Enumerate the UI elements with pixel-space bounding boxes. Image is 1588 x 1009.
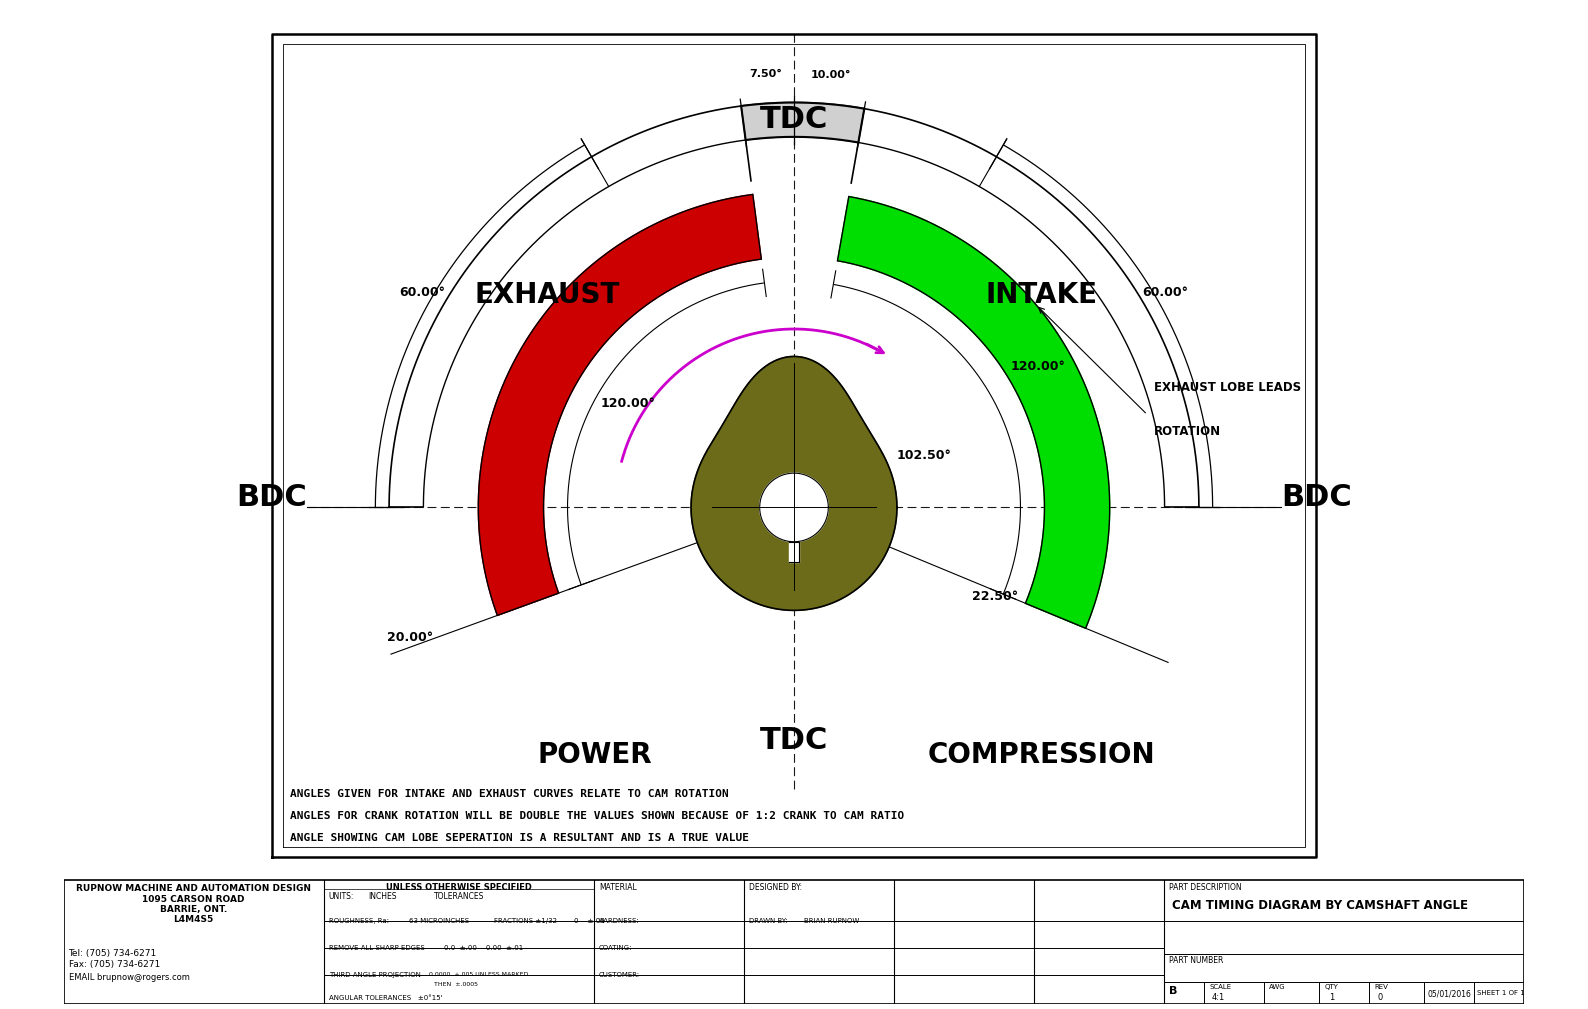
Text: 20.00°: 20.00° xyxy=(386,632,434,645)
Text: BDC: BDC xyxy=(237,482,306,512)
Text: SHEET 1 OF 1: SHEET 1 OF 1 xyxy=(1477,990,1524,996)
Text: INTAKE: INTAKE xyxy=(985,281,1097,309)
Text: 102.50°: 102.50° xyxy=(897,449,951,462)
Text: Fax: (705) 734-6271: Fax: (705) 734-6271 xyxy=(68,961,160,969)
Text: ANGULAR TOLERANCES   ±0°15': ANGULAR TOLERANCES ±0°15' xyxy=(329,995,441,1001)
Text: EMAIL brupnow@rogers.com: EMAIL brupnow@rogers.com xyxy=(68,974,189,982)
Text: 63 MICROINCHES: 63 MICROINCHES xyxy=(408,918,468,924)
Text: ANGLE SHOWING CAM LOBE SEPERATION IS A RESULTANT AND IS A TRUE VALUE: ANGLE SHOWING CAM LOBE SEPERATION IS A R… xyxy=(289,833,748,844)
Text: EXHAUST LOBE LEADS: EXHAUST LOBE LEADS xyxy=(1154,380,1302,394)
Text: ANGLES FOR CRANK ROTATION WILL BE DOUBLE THE VALUES SHOWN BECAUSE OF 1:2 CRANK T: ANGLES FOR CRANK ROTATION WILL BE DOUBLE… xyxy=(289,811,904,821)
Text: BARRIE, ONT.: BARRIE, ONT. xyxy=(160,905,227,914)
Polygon shape xyxy=(742,103,864,142)
Text: 0.0  ±.00    0.00  ±.01: 0.0 ±.00 0.00 ±.01 xyxy=(443,944,522,950)
Text: 1: 1 xyxy=(1329,993,1334,1002)
Text: DESIGNED BY:: DESIGNED BY: xyxy=(750,883,802,892)
Text: UNITS:: UNITS: xyxy=(329,892,354,901)
Polygon shape xyxy=(478,195,761,615)
Text: 1095 CARSON ROAD: 1095 CARSON ROAD xyxy=(143,895,245,904)
Text: 0.0000  +.005 UNLESS MARKED: 0.0000 +.005 UNLESS MARKED xyxy=(429,972,529,977)
Text: B: B xyxy=(1169,987,1178,997)
Text: RUPNOW MACHINE AND AUTOMATION DESIGN: RUPNOW MACHINE AND AUTOMATION DESIGN xyxy=(76,885,311,893)
Text: COMPRESSION: COMPRESSION xyxy=(927,741,1154,769)
Text: 120.00°: 120.00° xyxy=(600,398,656,411)
Text: 120.00°: 120.00° xyxy=(1010,360,1066,373)
Text: 60.00°: 60.00° xyxy=(1142,287,1188,300)
Text: ROUGHNESS, Ra:: ROUGHNESS, Ra: xyxy=(329,918,389,924)
Text: ANGLES GIVEN FOR INTAKE AND EXHAUST CURVES RELATE TO CAM ROTATION: ANGLES GIVEN FOR INTAKE AND EXHAUST CURV… xyxy=(289,789,729,799)
Text: MATERIAL: MATERIAL xyxy=(599,883,637,892)
Text: BRIAN RUPNOW: BRIAN RUPNOW xyxy=(804,918,859,924)
Text: 22.50°: 22.50° xyxy=(972,590,1018,603)
Text: L4M4S5: L4M4S5 xyxy=(173,915,214,924)
Text: 0: 0 xyxy=(1377,993,1383,1002)
Text: DRAWN BY:: DRAWN BY: xyxy=(750,918,788,924)
Text: 05/01/2016: 05/01/2016 xyxy=(1428,990,1472,999)
Text: PART NUMBER: PART NUMBER xyxy=(1169,956,1224,965)
Text: TDC: TDC xyxy=(759,105,829,134)
Text: FRACTIONS ±1/32: FRACTIONS ±1/32 xyxy=(494,918,557,924)
Text: AWG: AWG xyxy=(1269,984,1286,990)
Text: REV: REV xyxy=(1374,984,1388,990)
Text: CAM TIMING DIAGRAM BY CAMSHAFT ANGLE: CAM TIMING DIAGRAM BY CAMSHAFT ANGLE xyxy=(1172,899,1469,912)
Text: QTY: QTY xyxy=(1324,984,1339,990)
Text: 0    ±.05: 0 ±.05 xyxy=(573,918,605,924)
Text: THEN  ±.0005: THEN ±.0005 xyxy=(434,982,478,987)
Text: PART DESCRIPTION: PART DESCRIPTION xyxy=(1169,883,1242,892)
Text: THIRD ANGLE PROJECTION: THIRD ANGLE PROJECTION xyxy=(329,972,421,978)
Text: HARDNESS:: HARDNESS: xyxy=(599,918,640,924)
Text: CUSTOMER:: CUSTOMER: xyxy=(599,972,640,978)
Text: EXHAUST: EXHAUST xyxy=(475,281,619,309)
Text: Tel: (705) 734-6271: Tel: (705) 734-6271 xyxy=(68,949,157,959)
Text: TDC: TDC xyxy=(759,726,829,756)
Polygon shape xyxy=(837,197,1110,629)
Text: REMOVE ALL SHARP EDGES: REMOVE ALL SHARP EDGES xyxy=(329,944,424,950)
Polygon shape xyxy=(789,542,799,562)
Text: 4:1: 4:1 xyxy=(1212,993,1224,1002)
Text: COATING:: COATING: xyxy=(599,944,632,950)
Text: TOLERANCES: TOLERANCES xyxy=(434,892,484,901)
Text: ROTATION: ROTATION xyxy=(1154,426,1221,439)
Text: UNLESS OTHERWISE SPECIFIED: UNLESS OTHERWISE SPECIFIED xyxy=(386,883,532,892)
Polygon shape xyxy=(759,473,829,542)
Text: 60.00°: 60.00° xyxy=(400,287,446,300)
Text: 7.50°: 7.50° xyxy=(750,70,783,80)
Text: INCHES: INCHES xyxy=(368,892,397,901)
Text: POWER: POWER xyxy=(538,741,653,769)
Text: 10.00°: 10.00° xyxy=(811,71,851,80)
Text: BDC: BDC xyxy=(1282,482,1351,512)
Text: SCALE: SCALE xyxy=(1210,984,1231,990)
Polygon shape xyxy=(691,356,897,610)
